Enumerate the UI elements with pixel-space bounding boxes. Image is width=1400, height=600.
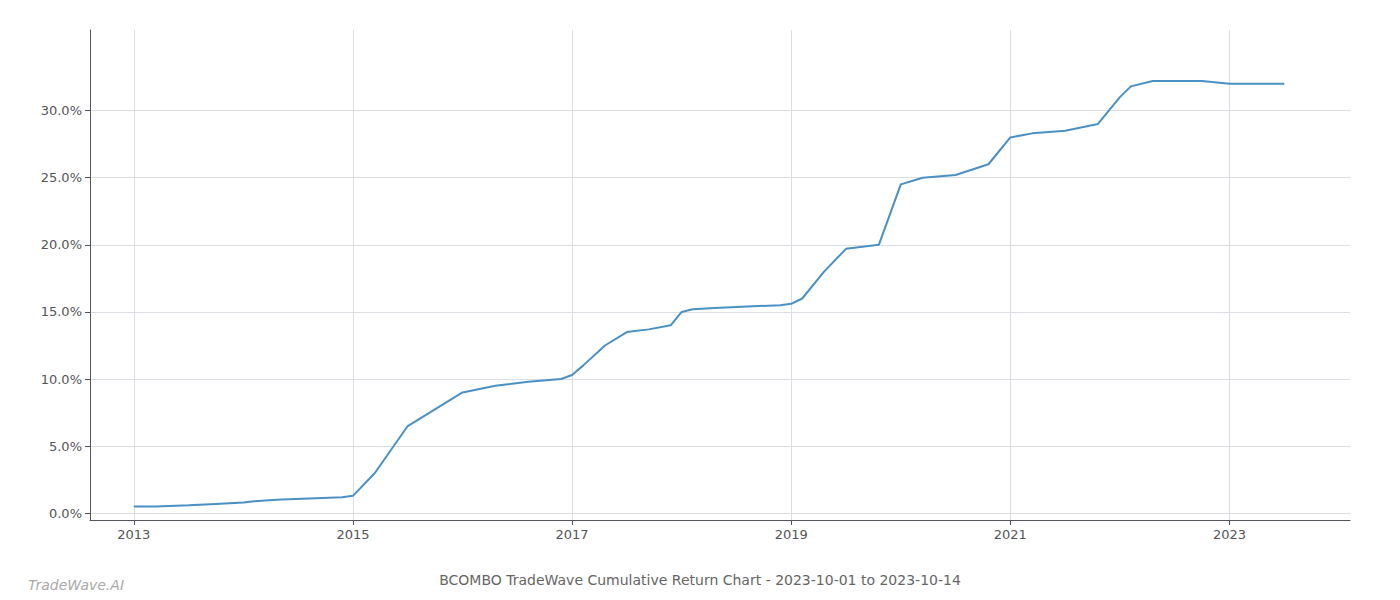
svg-text:10.0%: 10.0% bbox=[41, 372, 82, 387]
svg-text:2019: 2019 bbox=[775, 527, 808, 542]
svg-text:25.0%: 25.0% bbox=[41, 170, 82, 185]
svg-text:2017: 2017 bbox=[556, 527, 589, 542]
svg-text:0.0%: 0.0% bbox=[49, 506, 82, 521]
svg-text:2015: 2015 bbox=[336, 527, 369, 542]
svg-text:5.0%: 5.0% bbox=[49, 439, 82, 454]
svg-text:2013: 2013 bbox=[117, 527, 150, 542]
svg-text:30.0%: 30.0% bbox=[41, 103, 82, 118]
svg-text:TradeWave.AI: TradeWave.AI bbox=[28, 577, 124, 593]
svg-text:BCOMBO TradeWave Cumulative Re: BCOMBO TradeWave Cumulative Return Chart… bbox=[439, 572, 961, 588]
svg-text:15.0%: 15.0% bbox=[41, 304, 82, 319]
svg-text:2023: 2023 bbox=[1213, 527, 1246, 542]
svg-text:20.0%: 20.0% bbox=[41, 237, 82, 252]
svg-text:2021: 2021 bbox=[994, 527, 1027, 542]
